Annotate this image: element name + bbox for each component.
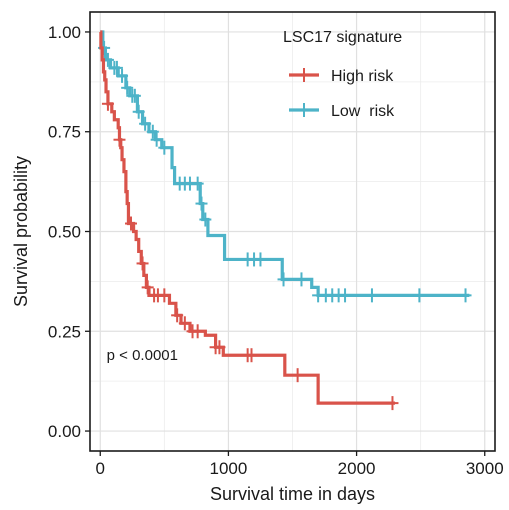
x-tick-label: 3000 [466,459,504,478]
legend-title: LSC17 signature [283,29,402,46]
x-tick-label: 0 [96,459,105,478]
y-tick-label: 1.00 [48,23,81,42]
grid-layer [90,12,495,451]
y-tick-label: 0.75 [48,123,81,142]
y-tick-label: 0.25 [48,322,81,341]
km-curve-low-risk [100,30,470,297]
p-value-annotation: p < 0.0001 [107,347,178,364]
legend-entry-label: High risk [331,68,394,85]
y-tick-label: 0.50 [48,223,81,242]
x-tick-label: 1000 [210,459,248,478]
legend: LSC17 signature High risk Low risk [283,29,402,120]
series-layer [98,30,472,411]
legend-entry-label: Low risk [331,103,395,120]
y-axis-label: Survival probability [11,156,31,307]
x-axis-label: Survival time in days [210,484,375,504]
y-tick-label: 0.00 [48,422,81,441]
axis-layer: 0 1000 2000 3000 0.00 0.25 0.50 0.75 1.00 [48,23,504,478]
legend-entries: High risk Low risk [289,68,395,120]
x-tick-label: 2000 [338,459,376,478]
